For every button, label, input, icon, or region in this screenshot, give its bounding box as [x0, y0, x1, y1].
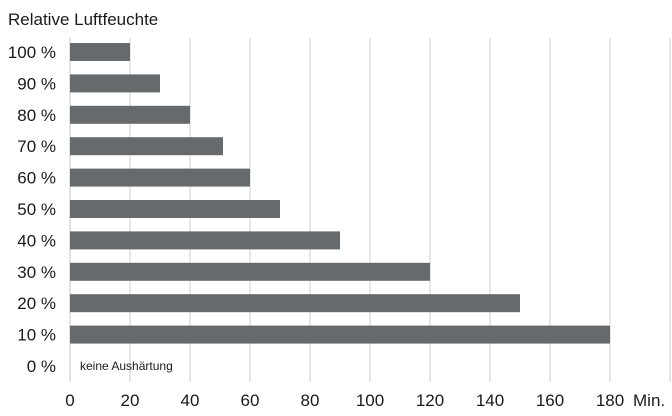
x-tick-label: 120 — [416, 391, 444, 410]
category-label: 20 % — [17, 294, 56, 313]
x-tick-label: 160 — [536, 391, 564, 410]
category-label: 0 % — [27, 357, 56, 376]
category-label: 90 % — [17, 74, 56, 93]
category-label: 70 % — [17, 137, 56, 156]
y-axis-title: Relative Luftfeuchte — [8, 10, 158, 29]
x-tick-labels: 0 20 40 60 80 100 120 140 160 180 — [65, 391, 624, 410]
category-label: 100 % — [8, 43, 56, 62]
x-tick-label: 60 — [241, 391, 260, 410]
x-axis-unit: Min. — [633, 391, 665, 410]
bar — [70, 43, 130, 61]
bar — [70, 74, 160, 93]
grid-lines — [69, 38, 671, 382]
no-curing-annotation: keine Aushärtung — [80, 359, 173, 373]
x-tick-label: 0 — [65, 391, 74, 410]
category-label: 80 % — [17, 106, 56, 125]
bar — [70, 262, 430, 281]
bar — [70, 294, 520, 313]
category-label: 50 % — [17, 200, 56, 219]
bar — [70, 137, 223, 156]
bar — [70, 105, 190, 124]
bar — [70, 231, 340, 250]
category-label: 60 % — [17, 169, 56, 188]
x-tick-label: 20 — [121, 391, 140, 410]
category-label: 40 % — [17, 231, 56, 250]
x-tick-label: 140 — [476, 391, 504, 410]
x-tick-label: 40 — [181, 391, 200, 410]
x-tick-label: 180 — [596, 391, 624, 410]
bar — [70, 325, 610, 344]
bars — [70, 43, 610, 344]
category-label: 30 % — [17, 263, 56, 282]
category-label: 10 % — [17, 326, 56, 345]
category-labels: 100 % 90 % 80 % 70 % 60 % 50 % 40 % 30 % 20 % 10 … — [8, 43, 56, 376]
x-tick-label: 80 — [301, 391, 320, 410]
x-tick-label: 100 — [356, 391, 384, 410]
bar — [70, 168, 250, 187]
bar — [70, 200, 280, 218]
